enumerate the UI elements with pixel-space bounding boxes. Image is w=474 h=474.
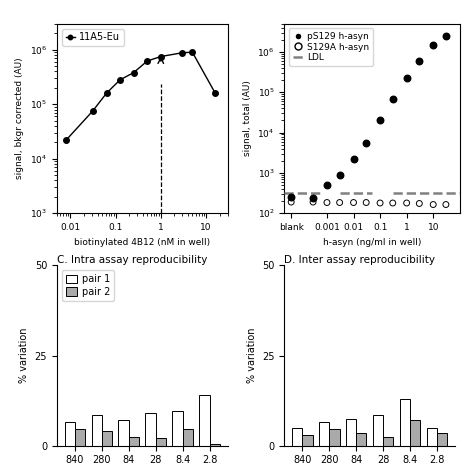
Point bbox=[389, 199, 397, 207]
Bar bbox=[199, 395, 210, 446]
Point bbox=[442, 201, 450, 208]
X-axis label: biotinylated 4B12 (nM in well): biotinylated 4B12 (nM in well) bbox=[74, 237, 210, 246]
Point bbox=[323, 182, 331, 189]
Bar bbox=[91, 415, 102, 446]
Point bbox=[429, 41, 437, 49]
Point bbox=[363, 199, 370, 206]
Bar bbox=[210, 444, 220, 446]
Bar bbox=[319, 422, 329, 446]
Point bbox=[416, 200, 423, 207]
Bar bbox=[410, 420, 420, 446]
Bar bbox=[118, 420, 129, 446]
Bar bbox=[155, 438, 166, 446]
Point bbox=[287, 198, 295, 206]
Point bbox=[389, 95, 397, 102]
Bar bbox=[356, 433, 366, 446]
Bar bbox=[292, 428, 302, 446]
Bar bbox=[329, 429, 339, 446]
Point bbox=[336, 171, 344, 179]
Point bbox=[309, 198, 317, 206]
Bar bbox=[182, 429, 193, 446]
Point bbox=[309, 194, 317, 202]
Y-axis label: % variation: % variation bbox=[19, 328, 29, 383]
Bar bbox=[102, 431, 112, 446]
Bar bbox=[383, 437, 393, 446]
X-axis label: h-asyn (ng/ml in well): h-asyn (ng/ml in well) bbox=[323, 237, 421, 246]
Legend: 11A5-Eu: 11A5-Eu bbox=[62, 28, 124, 46]
Bar bbox=[129, 437, 139, 446]
Text: C. Intra assay reproducibility: C. Intra assay reproducibility bbox=[57, 255, 207, 264]
Bar bbox=[64, 422, 75, 446]
Bar bbox=[427, 428, 437, 446]
Y-axis label: signal, total (AU): signal, total (AU) bbox=[243, 81, 252, 156]
Point bbox=[323, 199, 331, 206]
Y-axis label: % variation: % variation bbox=[246, 328, 256, 383]
Point bbox=[403, 199, 410, 207]
Point bbox=[350, 155, 357, 163]
Point bbox=[376, 117, 384, 124]
Legend: pS129 h-asyn, S129A h-asyn, LDL: pS129 h-asyn, S129A h-asyn, LDL bbox=[289, 28, 373, 66]
Bar bbox=[75, 429, 85, 446]
Point bbox=[350, 199, 357, 206]
Bar bbox=[173, 411, 182, 446]
Bar bbox=[346, 419, 356, 446]
Text: D. Inter assay reproducibility: D. Inter assay reproducibility bbox=[284, 255, 436, 264]
Point bbox=[336, 199, 344, 206]
Point bbox=[363, 139, 370, 147]
Point bbox=[287, 193, 295, 201]
Bar bbox=[400, 399, 410, 446]
Point bbox=[429, 201, 437, 208]
Bar bbox=[146, 413, 155, 446]
Point bbox=[416, 57, 423, 64]
Bar bbox=[437, 433, 447, 446]
Point bbox=[403, 74, 410, 82]
Point bbox=[442, 32, 450, 40]
Legend: pair 1, pair 2: pair 1, pair 2 bbox=[62, 270, 114, 301]
Bar bbox=[373, 415, 383, 446]
Point bbox=[376, 199, 384, 207]
Bar bbox=[302, 435, 313, 446]
Y-axis label: signal, bkgr corrected (AU): signal, bkgr corrected (AU) bbox=[15, 58, 24, 179]
